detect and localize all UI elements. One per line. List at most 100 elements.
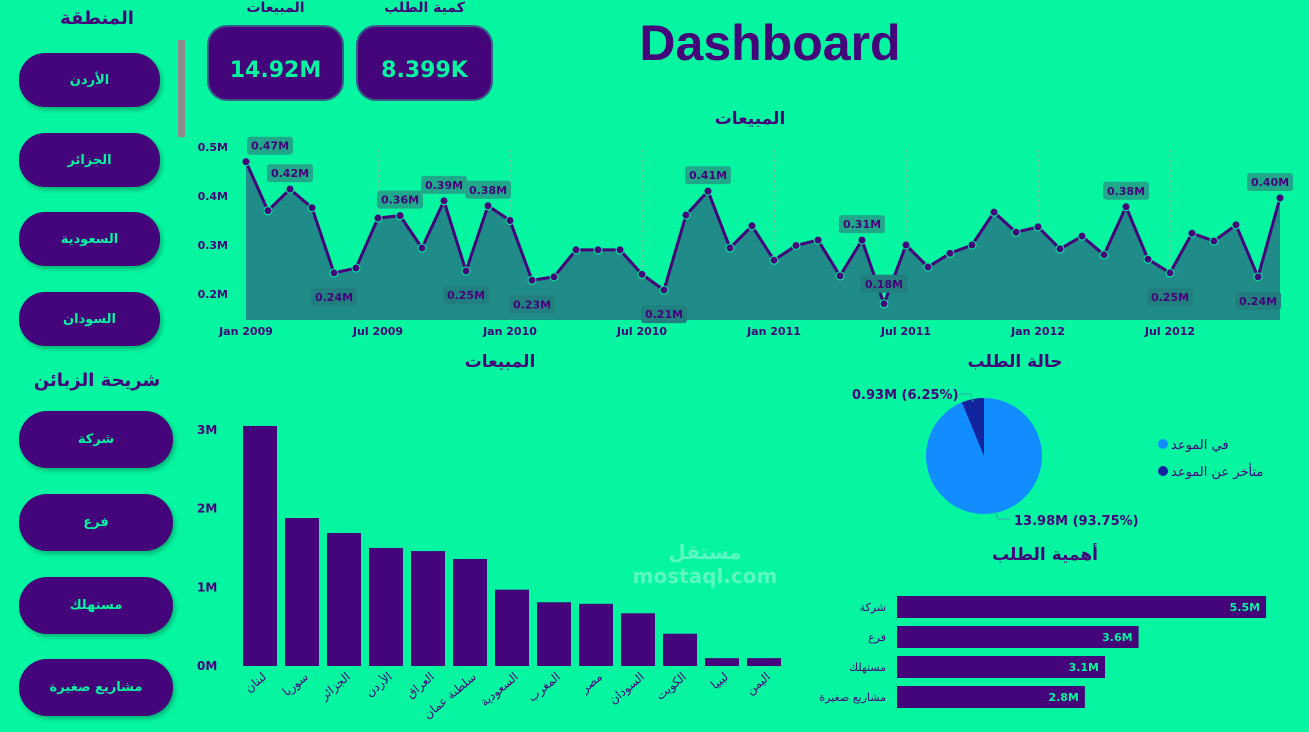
data-point bbox=[1165, 268, 1175, 278]
data-label: 0.38M bbox=[1107, 185, 1145, 198]
data-label-bg bbox=[443, 285, 489, 304]
data-label: 0.41M bbox=[689, 169, 727, 182]
data-point bbox=[901, 240, 911, 250]
data-label: 3.1M bbox=[1069, 661, 1099, 674]
x-tick-label: مصر bbox=[577, 670, 605, 697]
segment-button-small-business[interactable]: مشاريع صغيرة bbox=[19, 659, 173, 716]
data-point bbox=[923, 262, 933, 272]
y-tick-label: 1M bbox=[197, 580, 217, 594]
data-point bbox=[1231, 220, 1241, 230]
data-label-bg bbox=[311, 287, 357, 306]
pie-chart-title: حالة الطلب bbox=[967, 352, 1063, 372]
data-label-bg bbox=[1247, 172, 1293, 191]
data-point bbox=[725, 243, 735, 253]
sales-line-chart: 0.2M 0.3M 0.4M 0.5M Jan 2009 Jul 2009 Jan 2010… bbox=[198, 136, 1293, 338]
x-tick-label: Jan 2012 bbox=[1010, 325, 1065, 338]
segment-button-branch[interactable]: فرع bbox=[19, 494, 173, 551]
data-point bbox=[1077, 231, 1087, 241]
segment-button-company[interactable]: شركة bbox=[19, 411, 173, 468]
data-label-bg bbox=[509, 295, 555, 314]
data-label-bg bbox=[641, 305, 687, 324]
hbar-chart-title: أهمية الطلب bbox=[992, 545, 1098, 565]
x-tick-label: لبنان bbox=[242, 670, 269, 696]
data-point bbox=[1275, 193, 1285, 203]
bar bbox=[327, 532, 361, 666]
data-point bbox=[1011, 227, 1021, 237]
x-tick-label: الجزائر bbox=[317, 670, 354, 704]
x-tick-label: Jul 2010 bbox=[616, 325, 667, 338]
x-tick-label: Jan 2009 bbox=[218, 325, 273, 338]
data-point bbox=[967, 240, 977, 250]
bar-chart-title: المبيعات bbox=[464, 352, 536, 372]
region-button-algeria[interactable]: الجزائر bbox=[19, 133, 160, 187]
segment-button-consumer[interactable]: مستهلك bbox=[19, 577, 173, 634]
x-tick-label: Jan 2010 bbox=[482, 325, 537, 338]
bar bbox=[897, 626, 1139, 648]
data-point bbox=[241, 157, 251, 167]
x-tick-label: العراق bbox=[403, 670, 437, 702]
data-point bbox=[307, 203, 317, 213]
pie-label-late: 0.93M (6.25%) bbox=[852, 388, 959, 403]
bar bbox=[537, 602, 571, 666]
data-point bbox=[395, 211, 405, 221]
leader-line bbox=[959, 393, 974, 403]
data-label: 5.5M bbox=[1230, 601, 1260, 614]
region-button-jordan[interactable]: الأردن bbox=[19, 53, 160, 107]
x-tick-label: Jan 2011 bbox=[746, 325, 801, 338]
kpi-quantity-label: كمية الطلب bbox=[384, 0, 465, 16]
region-button-sudan[interactable]: السودان bbox=[19, 292, 160, 346]
data-point bbox=[989, 207, 999, 217]
data-label: 0.25M bbox=[1151, 291, 1189, 304]
data-label: 0.25M bbox=[447, 289, 485, 302]
data-point bbox=[1143, 254, 1153, 264]
data-point bbox=[703, 186, 713, 196]
kpi-sales-label: المبيعات bbox=[246, 0, 305, 16]
data-point bbox=[373, 213, 383, 223]
data-point bbox=[813, 235, 823, 245]
data-label: 0.24M bbox=[315, 291, 353, 304]
x-tick-label: الأردن bbox=[362, 669, 395, 701]
page-title: Dashboard bbox=[639, 15, 901, 71]
data-point bbox=[1209, 236, 1219, 246]
bar bbox=[663, 633, 697, 666]
data-label-bg bbox=[1103, 181, 1149, 200]
data-point bbox=[945, 248, 955, 258]
data-point bbox=[1033, 222, 1043, 232]
sales-area bbox=[246, 161, 1280, 320]
data-point bbox=[417, 243, 427, 253]
data-point bbox=[1055, 244, 1065, 254]
data-point bbox=[879, 299, 889, 309]
data-point bbox=[791, 240, 801, 250]
data-label: 0.36M bbox=[381, 194, 419, 207]
data-point bbox=[285, 184, 295, 194]
y-tick-label: 0.3M bbox=[198, 239, 228, 252]
data-point bbox=[461, 266, 471, 276]
bar bbox=[897, 656, 1106, 678]
data-label: 0.31M bbox=[843, 218, 881, 231]
x-tick-label: الكويت bbox=[653, 670, 689, 704]
bar bbox=[369, 547, 403, 666]
kpi-sales-value: 14.92M bbox=[229, 57, 322, 83]
data-point bbox=[527, 275, 537, 285]
y-tick-label: 0.4M bbox=[198, 190, 228, 203]
data-label: 0.40M bbox=[1251, 176, 1289, 189]
data-label-bg bbox=[1147, 287, 1193, 306]
data-label-bg bbox=[267, 164, 313, 183]
region-button-saudi[interactable]: السعودية bbox=[19, 212, 160, 266]
region-scrollbar[interactable] bbox=[178, 40, 185, 137]
data-point bbox=[857, 235, 867, 245]
bar bbox=[705, 658, 739, 666]
data-point bbox=[263, 206, 273, 216]
pie-label-on-time: 13.98M (93.75%) bbox=[1014, 514, 1139, 529]
segment-title: شريحة الزبائن bbox=[33, 370, 161, 391]
data-point bbox=[615, 245, 625, 255]
data-label-bg bbox=[421, 175, 467, 194]
bar bbox=[285, 518, 319, 666]
kpi-quantity-card: 8.399K bbox=[356, 25, 493, 101]
data-point bbox=[1121, 202, 1131, 212]
data-label: 0.21M bbox=[645, 308, 683, 321]
bar bbox=[495, 589, 529, 666]
data-point bbox=[835, 271, 845, 281]
leader-line bbox=[994, 511, 1010, 520]
